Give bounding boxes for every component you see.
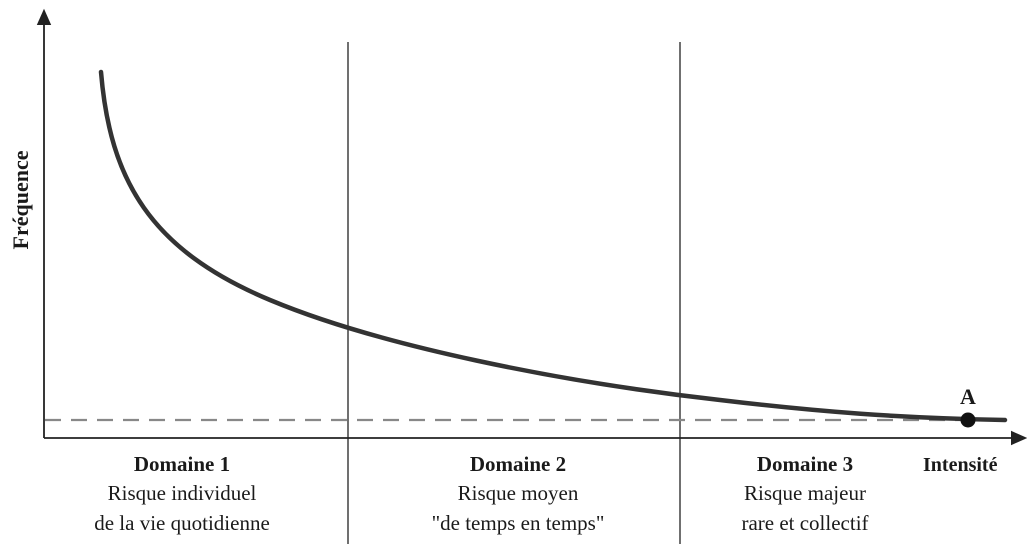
point-a-label: A <box>960 384 976 409</box>
domain-2-title: Domaine 2 <box>470 452 566 476</box>
x-axis-label: Intensité <box>923 454 998 476</box>
y-axis-label: Fréquence <box>8 150 33 249</box>
domain-1-line1: Risque individuel <box>108 481 257 505</box>
point-a-marker <box>960 412 976 428</box>
domain-3-line1: Risque majeur <box>744 481 866 505</box>
domain-1-title: Domaine 1 <box>134 452 230 476</box>
frequency-curve <box>98 69 1008 423</box>
domain-3-line2: rare et collectif <box>741 511 868 535</box>
domain-3-title: Domaine 3 <box>757 452 853 476</box>
domain-1-line2: de la vie quotidienne <box>94 511 270 535</box>
domain-2-line2: "de temps en temps" <box>432 511 605 535</box>
domain-2-line1: Risque moyen <box>458 481 579 505</box>
